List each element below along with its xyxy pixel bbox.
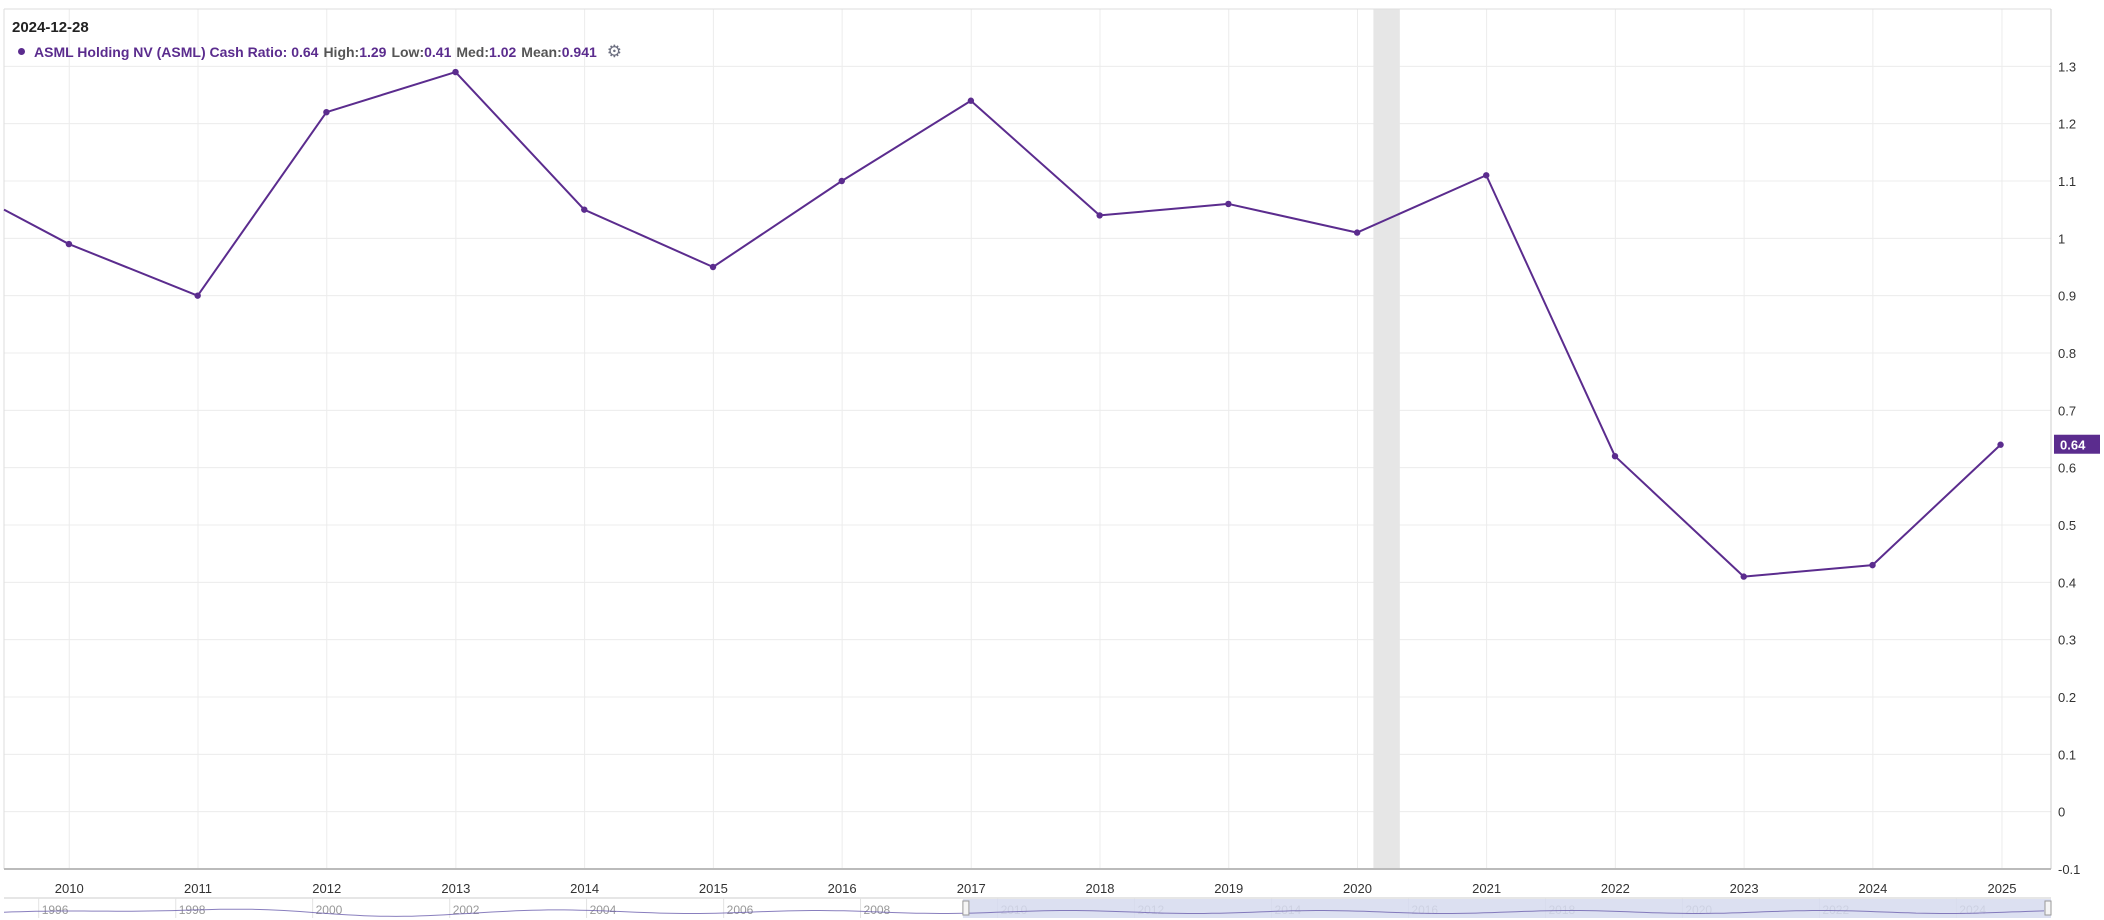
grid bbox=[4, 9, 2051, 870]
x-tick-label: 2011 bbox=[184, 881, 212, 896]
legend-series-label: ASML Holding NV (ASML) Cash Ratio: bbox=[34, 43, 288, 60]
legend-current-value: 0.64 bbox=[291, 43, 319, 60]
x-tick-label: 2025 bbox=[1988, 881, 2017, 896]
y-tick-label: 0 bbox=[2058, 805, 2065, 820]
y-tick-label: 1.1 bbox=[2058, 174, 2076, 189]
legend-low-value: 0.41 bbox=[424, 43, 452, 60]
series-layer[interactable] bbox=[3, 68, 2004, 580]
y-tick-label: 0.3 bbox=[2058, 633, 2076, 648]
x-tick-label: 2018 bbox=[1086, 881, 1115, 896]
last-value-badge bbox=[2054, 434, 2100, 454]
data-point[interactable] bbox=[1611, 453, 1619, 460]
navigator-left-handle[interactable] bbox=[962, 900, 970, 916]
y-tick-label: 0.6 bbox=[2058, 461, 2076, 476]
navigator[interactable]: 1996199820002002200420062008201020122014… bbox=[3, 897, 2052, 918]
y-tick-label: 0.9 bbox=[2058, 289, 2076, 304]
navigator-selection[interactable] bbox=[962, 899, 2051, 918]
y-tick-label: 0.7 bbox=[2058, 403, 2076, 418]
x-tick-label: 2012 bbox=[312, 881, 341, 896]
x-tick-label: 2022 bbox=[1601, 881, 1630, 896]
navigator-label: 2002 bbox=[453, 903, 480, 917]
y-tick-label: 0.1 bbox=[2058, 747, 2076, 762]
header-date: 2024-12-28 bbox=[12, 19, 89, 36]
navigator-series bbox=[3, 908, 2045, 917]
y-axis: -0.1 0 0.1 0.2 0.3 0.4 0.5 0.6 0.7 0.8 0.9 1 1.1 1.2 1… bbox=[2054, 59, 2100, 877]
series-line[interactable] bbox=[3, 71, 2002, 578]
x-tick-label: 2024 bbox=[1858, 881, 1887, 896]
x-tick-label: 2010 bbox=[55, 881, 84, 896]
x-tick-label: 2017 bbox=[957, 881, 986, 896]
highlight-band-layer bbox=[1373, 9, 1400, 869]
x-tick-label: 2023 bbox=[1730, 881, 1759, 896]
data-point[interactable] bbox=[838, 177, 845, 185]
x-tick-label: 2021 bbox=[1472, 881, 1501, 896]
navigator-label: 2006 bbox=[727, 903, 754, 917]
data-point[interactable] bbox=[1096, 212, 1103, 219]
y-tick-label: 0.5 bbox=[2058, 518, 2076, 533]
y-tick-label: 0.2 bbox=[2058, 690, 2076, 705]
navigator-label: 2008 bbox=[864, 903, 891, 917]
legend-med-value: 1.02 bbox=[489, 43, 517, 60]
x-tick-label: 2015 bbox=[699, 881, 728, 896]
legend-high-label: High: bbox=[323, 43, 360, 60]
x-tick-label: 2014 bbox=[570, 881, 599, 896]
x-tick-label: 2013 bbox=[441, 881, 470, 896]
gear-icon[interactable]: ⚙ bbox=[606, 42, 623, 61]
y-tick-label: 1.3 bbox=[2058, 59, 2076, 74]
data-point[interactable] bbox=[1869, 561, 1876, 569]
data-point[interactable] bbox=[65, 240, 73, 248]
y-tick-label: 0.8 bbox=[2058, 346, 2076, 361]
x-axis: 2010 2011 2012 2013 2014 2015 2016 2017 2018 2019… bbox=[55, 881, 2017, 896]
legend-med-label: Med: bbox=[456, 43, 490, 60]
x-tick-label: 2016 bbox=[828, 881, 857, 896]
data-point[interactable] bbox=[1997, 441, 2004, 448]
navigator-right-handle[interactable] bbox=[2044, 900, 2052, 916]
highlight-band bbox=[1373, 9, 1400, 869]
legend-mean-value: 0.941 bbox=[561, 43, 597, 60]
data-point[interactable] bbox=[452, 68, 459, 76]
data-point[interactable] bbox=[581, 206, 588, 213]
data-point[interactable] bbox=[967, 97, 975, 104]
legend: ASML Holding NV (ASML) Cash Ratio: 0.64 … bbox=[18, 43, 622, 60]
navigator-label: 1996 bbox=[42, 903, 69, 917]
data-point[interactable] bbox=[323, 109, 330, 116]
legend-mean-label: Mean: bbox=[521, 43, 562, 60]
data-point[interactable] bbox=[194, 292, 201, 299]
data-point[interactable] bbox=[1740, 573, 1747, 580]
plot-frame bbox=[3, 8, 2052, 870]
data-point[interactable] bbox=[1225, 200, 1232, 208]
y-tick-label: 1 bbox=[2058, 231, 2065, 246]
last-value-label: 0.64 bbox=[2060, 438, 2086, 453]
navigator-label: 2000 bbox=[316, 903, 343, 917]
y-tick-label: -0.1 bbox=[2058, 862, 2080, 877]
data-point[interactable] bbox=[1483, 172, 1490, 179]
x-tick-label: 2020 bbox=[1343, 881, 1372, 896]
data-point[interactable] bbox=[709, 263, 717, 271]
legend-high-value: 1.29 bbox=[359, 43, 387, 60]
legend-series-marker bbox=[18, 48, 25, 55]
x-tick-label: 2019 bbox=[1214, 881, 1243, 896]
data-point[interactable] bbox=[1353, 229, 1361, 236]
y-tick-label: 0.4 bbox=[2058, 575, 2076, 590]
navigator-label: 2004 bbox=[590, 903, 617, 917]
legend-low-label: Low: bbox=[391, 43, 425, 60]
y-tick-label: 1.2 bbox=[2058, 117, 2076, 132]
